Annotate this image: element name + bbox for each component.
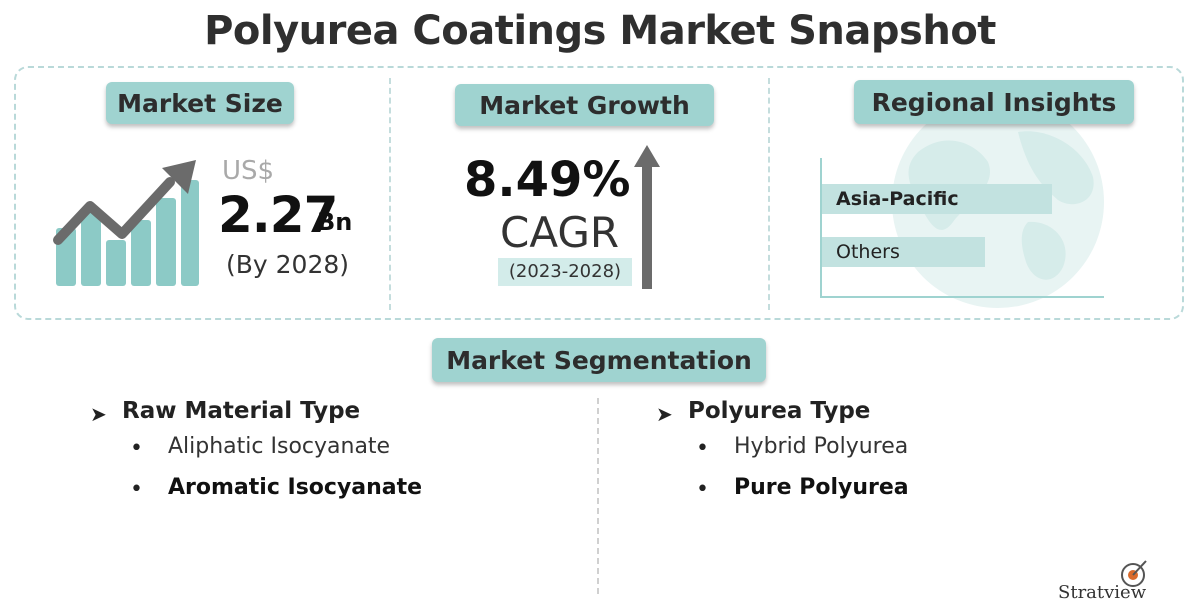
segment-item: Aromatic Isocyanate <box>168 475 423 500</box>
arrow-marker-icon: ➤ <box>656 402 673 426</box>
bullet-icon: • <box>696 477 709 502</box>
segmentation-divider <box>597 398 599 594</box>
segment-group-title: Raw Material Type <box>122 398 361 424</box>
market-growth-label: CAGR <box>500 208 620 257</box>
market-size-unit: Bn <box>317 208 353 236</box>
market-growth-heading: Market Growth <box>455 84 714 126</box>
regional-x-axis <box>820 296 1104 298</box>
segment-item: Aliphatic Isocyanate <box>168 434 391 459</box>
bullet-icon: • <box>130 436 143 461</box>
regional-y-axis <box>820 158 822 298</box>
segment-group-title: Polyurea Type <box>688 398 871 424</box>
market-size-year: (By 2028) <box>226 250 350 279</box>
market-growth-value: 8.49% <box>464 152 631 208</box>
arrow-marker-icon: ➤ <box>90 402 107 426</box>
market-size-value: 2.27 <box>218 186 338 244</box>
growth-bar-chart-icon <box>53 160 199 286</box>
market-size-currency: US$ <box>222 156 275 186</box>
regional-bar-asia-pacific: Asia-Pacific <box>822 184 1052 214</box>
market-growth-period: (2023-2028) <box>498 258 632 286</box>
regional-insights-heading: Regional Insights <box>854 80 1134 124</box>
market-size-heading: Market Size <box>106 82 294 124</box>
bullet-icon: • <box>696 436 709 461</box>
stratview-logo-icon <box>1121 560 1147 587</box>
stratview-logo: Stratview <box>1058 582 1147 603</box>
regional-bar-others: Others <box>822 237 985 267</box>
segment-item: Hybrid Polyurea <box>734 434 909 459</box>
snapshot-panel <box>14 66 1184 320</box>
panel-divider <box>389 78 391 310</box>
market-segmentation-heading: Market Segmentation <box>432 338 766 382</box>
up-arrow-icon <box>634 145 660 289</box>
panel-divider <box>768 78 770 310</box>
bullet-icon: • <box>130 477 143 502</box>
page-title: Polyurea Coatings Market Snapshot <box>204 8 996 54</box>
segment-item: Pure Polyurea <box>734 475 909 500</box>
